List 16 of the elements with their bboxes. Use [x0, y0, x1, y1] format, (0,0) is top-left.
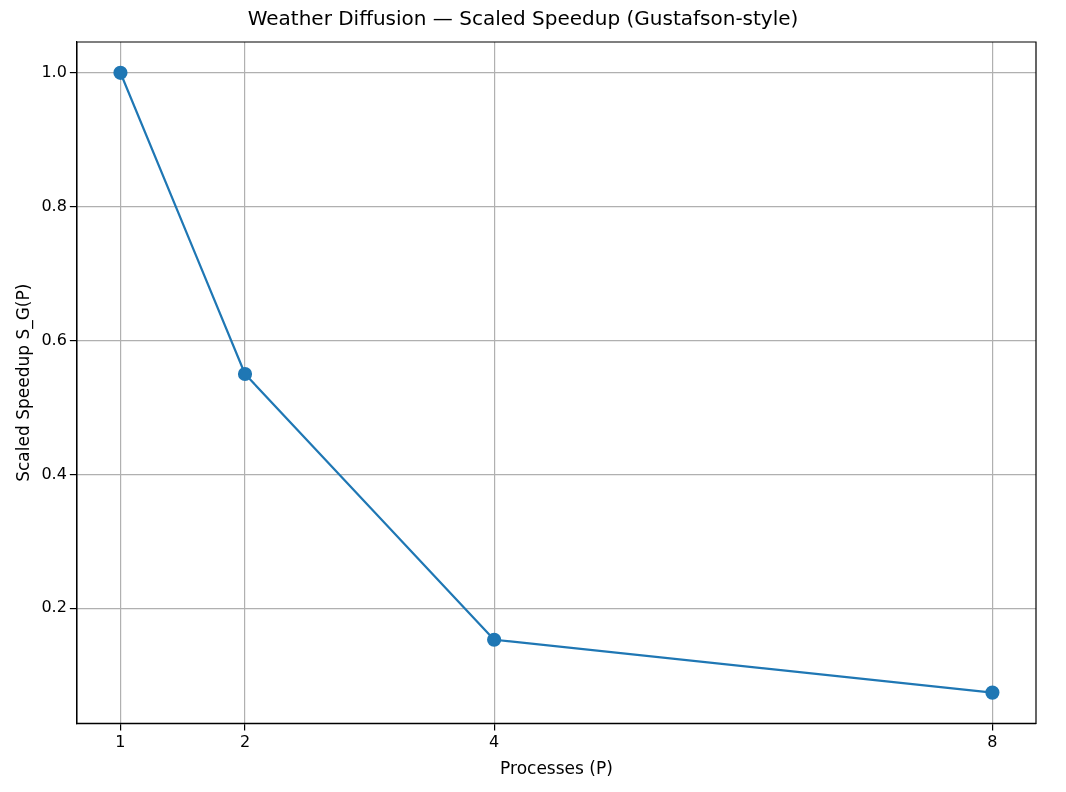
y-tick-label: 0.2 [41, 597, 67, 617]
y-tick-label: 0.8 [41, 195, 67, 215]
y-tick-label: 1.0 [41, 61, 67, 81]
y-tick-label: 0.6 [41, 329, 67, 349]
x-tick-label: 4 [489, 732, 500, 752]
x-axis-title: Processes (P) [500, 758, 613, 779]
x-tick-label: 1 [115, 732, 126, 752]
point [487, 632, 502, 647]
point [113, 65, 128, 80]
point [237, 366, 253, 382]
chart-title: Weather Diffusion — Scaled Speedup (Gustafson-style) [247, 6, 799, 31]
point [985, 685, 1000, 700]
x-tick-label: 8 [987, 732, 998, 752]
x-tick-label: 2 [239, 732, 251, 752]
y-axis-title: Scaled Speedup S_G(P) [12, 283, 34, 482]
y-tick-label: 0.4 [41, 463, 67, 483]
